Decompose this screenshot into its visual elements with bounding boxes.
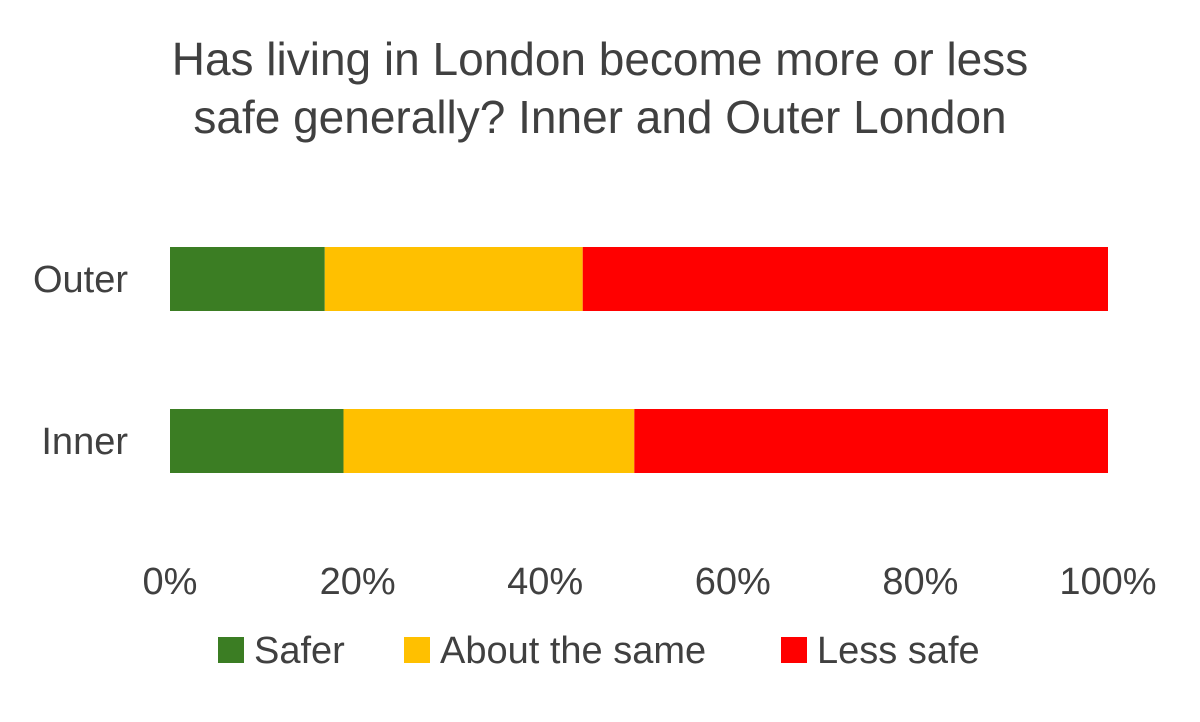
category-label-outer: Outer [33, 259, 128, 301]
bar-outer-safer [170, 247, 325, 311]
legend-swatch-safer [218, 637, 244, 663]
legend-label-less-safe: Less safe [817, 630, 980, 672]
bar-outer-less-safe [582, 247, 1108, 311]
bar-outer-about-the-same [324, 247, 583, 311]
x-tick-label: 60% [695, 561, 771, 603]
x-tick-label: 100% [1059, 561, 1156, 603]
category-label-inner: Inner [41, 421, 128, 463]
x-tick-label: 0% [143, 561, 198, 603]
bar-inner-about-the-same [343, 409, 635, 473]
legend-label-about-the-same: About the same [440, 630, 706, 672]
chart-title: Has living in London become more or less… [171, 33, 1029, 143]
legend-swatch-less-safe [781, 637, 807, 663]
bar-inner-less-safe [634, 409, 1108, 473]
x-tick-label: 40% [507, 561, 583, 603]
legend-label-safer: Safer [254, 630, 345, 672]
bar-inner-safer [170, 409, 344, 473]
legend-swatch-about-the-same [404, 637, 430, 663]
x-tick-label: 80% [882, 561, 958, 603]
x-tick-label: 20% [320, 561, 396, 603]
